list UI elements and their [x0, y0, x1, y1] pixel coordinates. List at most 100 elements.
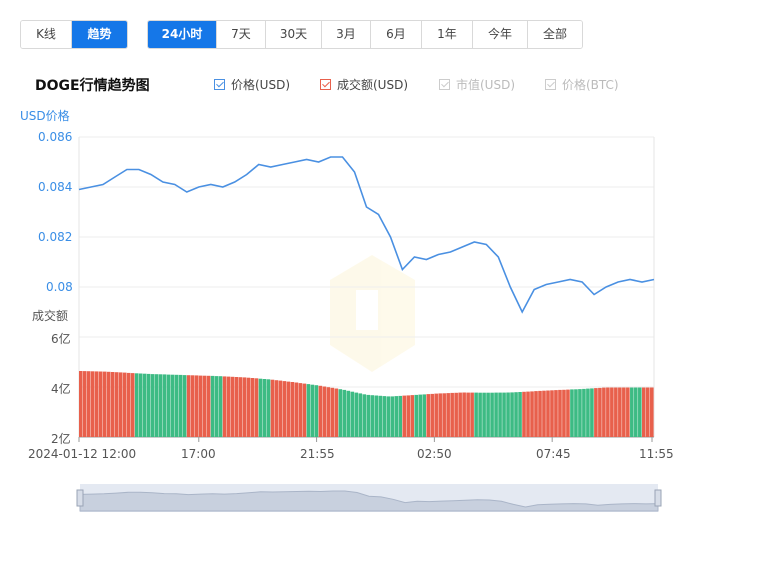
tab-ytd[interactable]: 今年 [473, 21, 528, 48]
volume-bar [522, 391, 526, 437]
tab-6m[interactable]: 6月 [371, 21, 422, 48]
slider-right-handle[interactable] [654, 489, 662, 507]
volume-bar [518, 392, 522, 437]
volume-bar [594, 388, 598, 437]
volume-bar [462, 392, 466, 437]
volume-bar [94, 371, 99, 437]
volume-bar [550, 390, 554, 437]
volume-bar [630, 387, 634, 437]
volume-bar [150, 374, 155, 437]
volume-bar [342, 389, 347, 437]
volume-bar [330, 387, 335, 437]
legend-label: 成交额(USD) [337, 78, 409, 92]
volume-bar [174, 374, 179, 437]
volume-bar [498, 392, 502, 437]
volume-bar [134, 373, 139, 437]
volume-bar [226, 376, 231, 437]
tab-1y[interactable]: 1年 [422, 21, 473, 48]
volume-bar [366, 394, 371, 437]
volume-bar [354, 392, 359, 437]
volume-bar [286, 381, 291, 437]
volume-bar [270, 379, 275, 437]
tab-kline[interactable]: K线 [21, 21, 72, 48]
volume-bar [478, 392, 482, 437]
volume-bar [386, 396, 391, 437]
volume-bar [194, 375, 199, 437]
volume-bar [242, 377, 247, 437]
volume-bar [466, 392, 470, 437]
volume-tick-label: 6亿 [51, 332, 71, 346]
volume-bar [254, 378, 259, 437]
volume-bar [446, 393, 450, 437]
volume-bar [502, 392, 506, 437]
volume-bar [202, 375, 207, 437]
volume-bar [222, 376, 227, 437]
volume-bar [558, 389, 562, 437]
volume-bar [578, 389, 582, 437]
legend-price-usd[interactable]: 价格(USD) [214, 76, 290, 93]
volume-bar [474, 392, 478, 437]
volume-bar [358, 393, 363, 437]
volume-bar [206, 375, 211, 437]
price-tick-label: 0.08 [46, 280, 73, 294]
tab-3m[interactable]: 3月 [322, 21, 371, 48]
volume-bar [378, 395, 383, 437]
volume-bar [622, 387, 626, 437]
tab-trend[interactable]: 趋势 [72, 21, 127, 48]
volume-bar [230, 376, 235, 437]
volume-bar [130, 373, 135, 437]
volume-bar [106, 371, 111, 437]
tab-30d[interactable]: 30天 [266, 21, 322, 48]
volume-bar [482, 392, 486, 437]
volume-bar [470, 392, 474, 437]
volume-bar [110, 372, 115, 437]
tab-7d[interactable]: 7天 [217, 21, 266, 48]
volume-bar [338, 389, 343, 437]
volume-bar [394, 396, 399, 437]
volume-bar [626, 387, 630, 437]
volume-bar [598, 387, 602, 437]
volume-bar [190, 375, 195, 437]
volume-bar [610, 387, 614, 437]
tab-24h[interactable]: 24小时 [148, 21, 217, 48]
volume-bar [414, 394, 419, 437]
watermark-logo [330, 255, 415, 372]
volume-bar [454, 392, 458, 438]
volume-bar [382, 396, 387, 437]
slider-preview-area [79, 490, 659, 512]
volume-bar [510, 392, 514, 437]
slider-left-handle[interactable] [76, 489, 84, 507]
volume-bar [250, 378, 255, 437]
legend-volume-usd[interactable]: 成交额(USD) [320, 76, 408, 93]
volume-bar [614, 387, 618, 437]
volume-bar [422, 394, 426, 437]
volume-bar [98, 371, 103, 437]
volume-bar [302, 383, 307, 437]
volume-bar [390, 396, 395, 437]
volume-bar [258, 378, 263, 437]
volume-bar [434, 393, 438, 437]
volume-bar [166, 374, 171, 437]
volume-bar [182, 375, 187, 437]
volume-bar [406, 395, 411, 437]
volume-bar [114, 372, 119, 437]
range-slider[interactable] [76, 484, 662, 512]
price-axis-label: USD价格 [20, 109, 70, 123]
volume-bar [574, 389, 578, 438]
tab-all[interactable]: 全部 [528, 21, 582, 48]
price-line [78, 156, 655, 314]
volume-bar [326, 387, 331, 437]
volume-bar [534, 391, 538, 437]
volume-bar [122, 372, 127, 437]
volume-bar [570, 389, 574, 437]
legend-marketcap-usd[interactable]: 市值(USD) [439, 76, 515, 93]
legend-price-btc[interactable]: 价格(BTC) [545, 76, 619, 93]
volume-bar [350, 391, 355, 437]
view-mode-tabs: K线 趋势 [20, 20, 128, 49]
volume-bar [278, 380, 283, 437]
volume-bar [298, 383, 303, 437]
legend-label: 市值(USD) [456, 78, 516, 92]
volume-tick-label: 2亿 [51, 432, 71, 446]
checkbox-checked-icon [439, 79, 450, 90]
